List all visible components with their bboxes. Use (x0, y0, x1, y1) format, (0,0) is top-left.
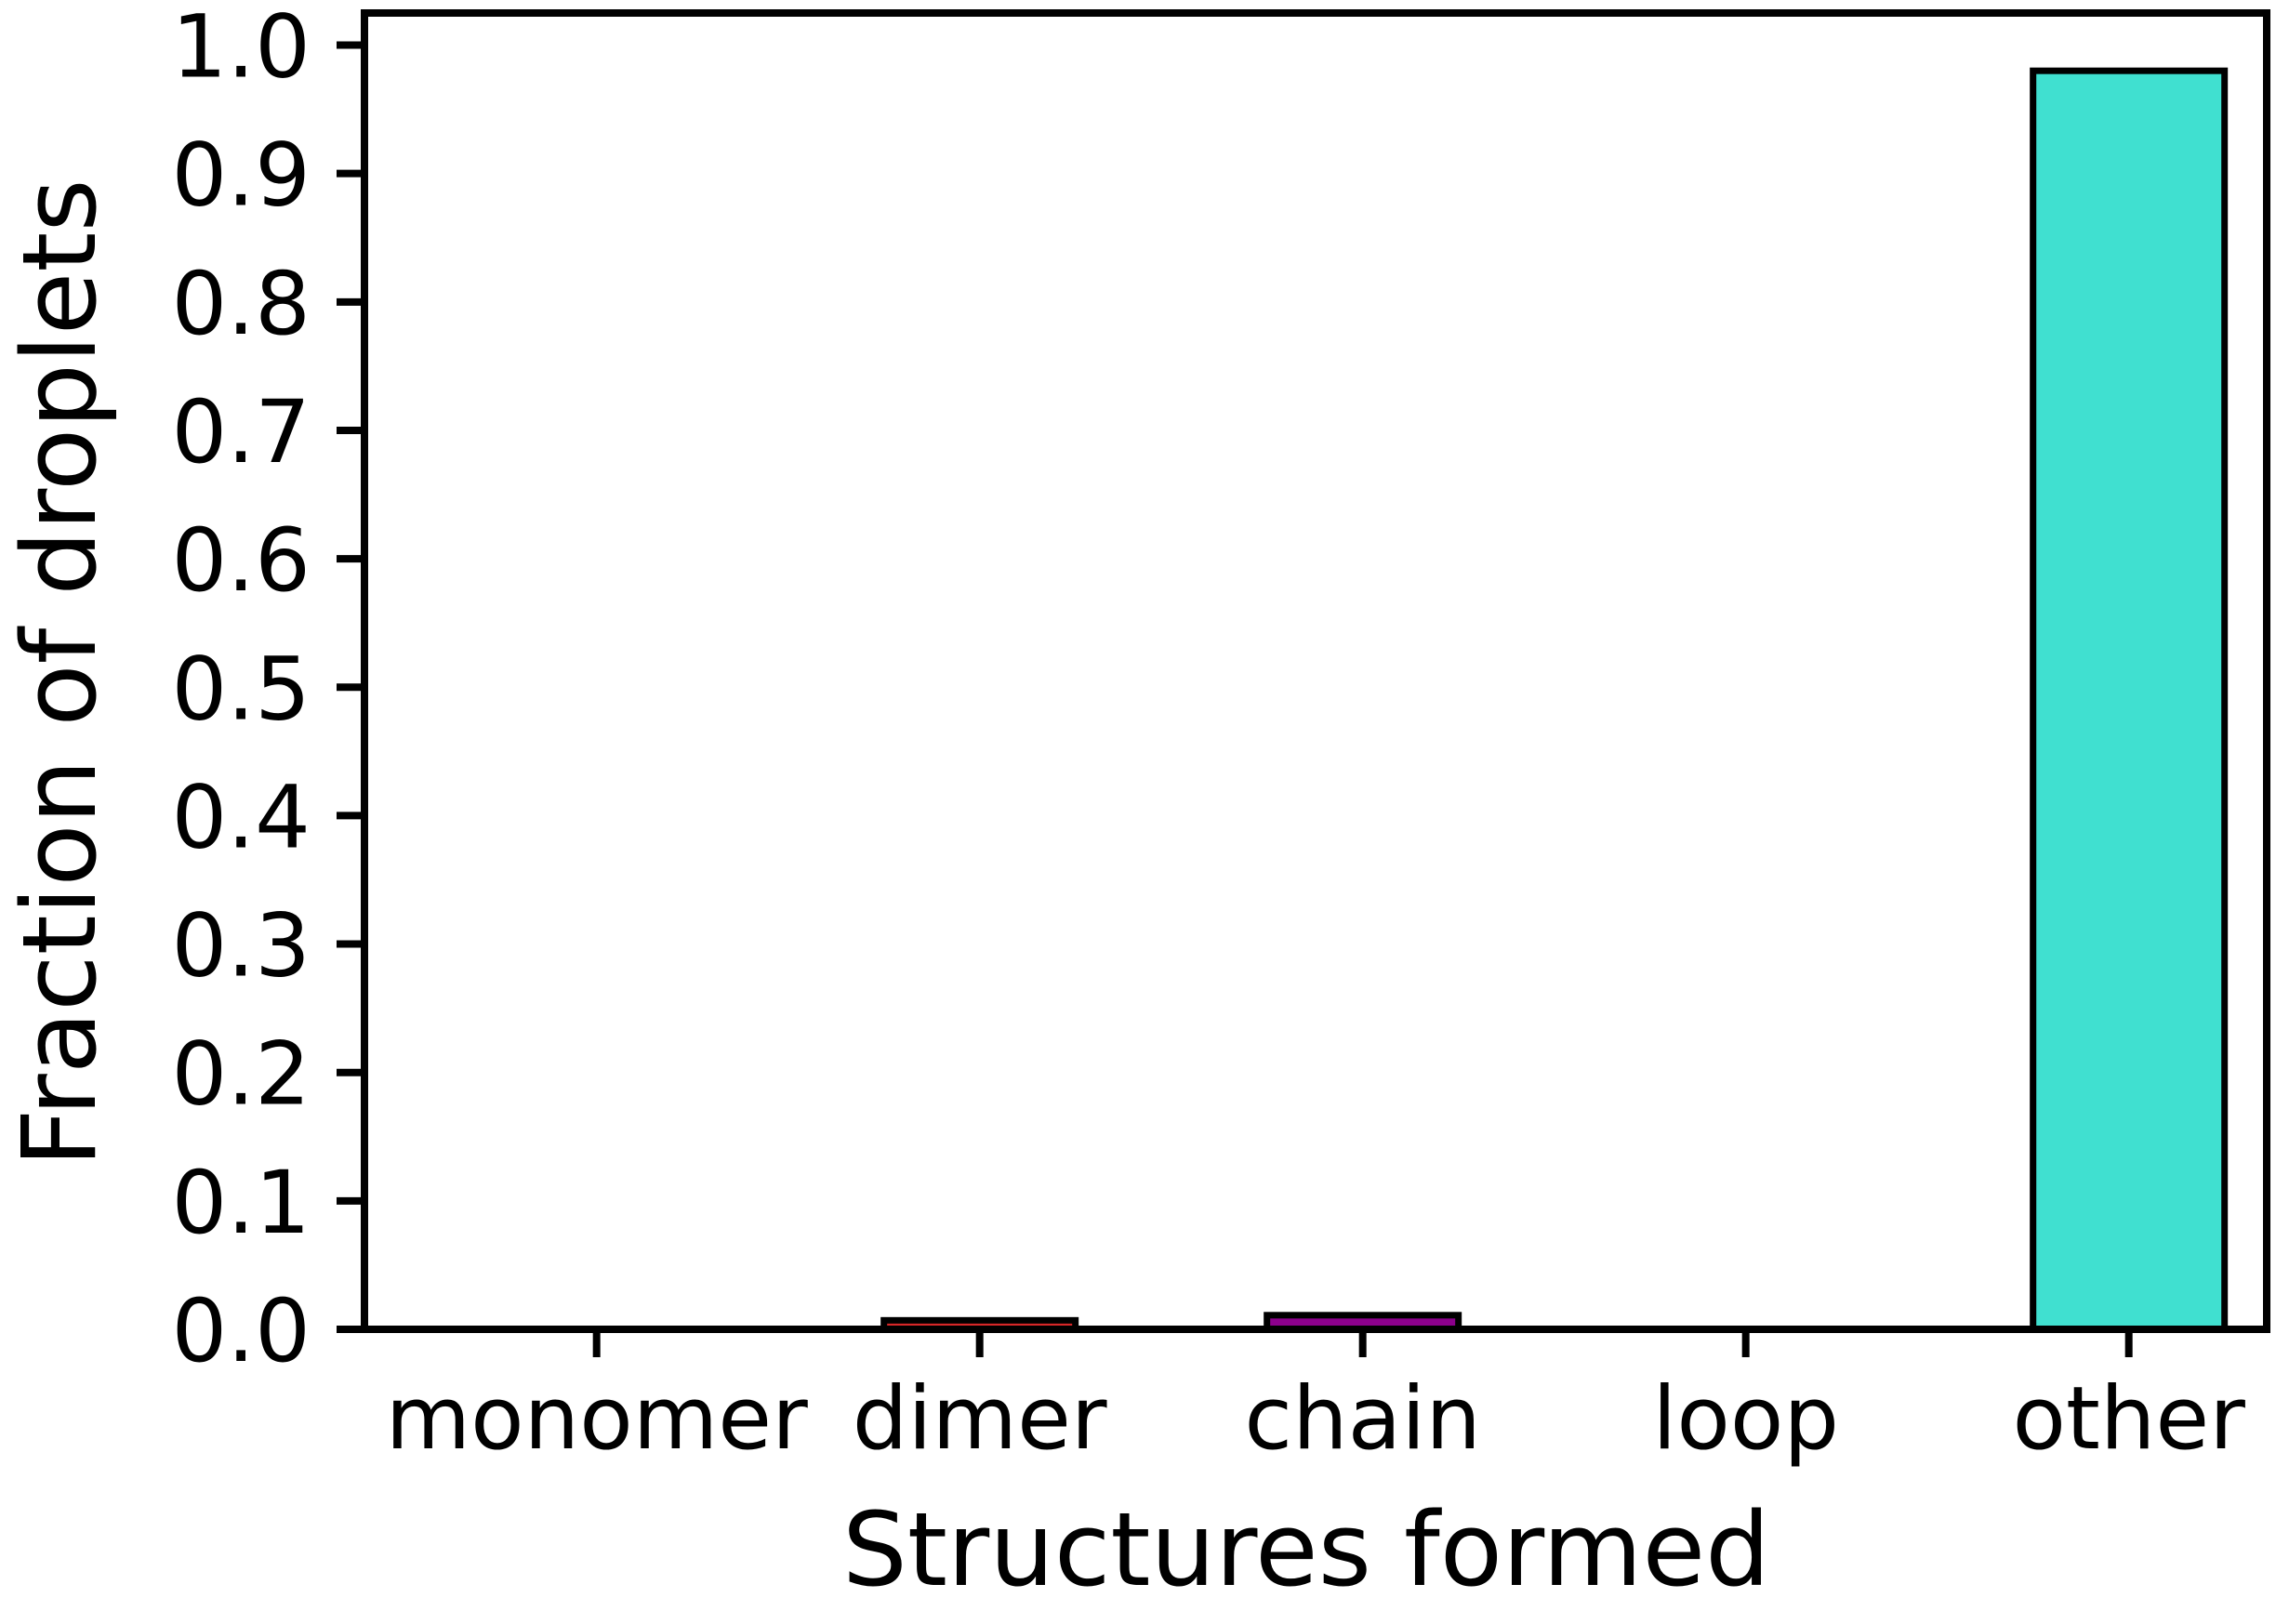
x-tick-label-loop: loop (1652, 1368, 1839, 1470)
plot-frame (361, 9, 2270, 1333)
y-axis-title: Fraction of droplets (0, 178, 119, 1167)
y-tick-label: 0.4 (172, 767, 311, 868)
y-tick-label: 0.3 (172, 896, 311, 997)
y-tick-label: 0.1 (172, 1153, 311, 1254)
y-axis-ticks: 0.0 0.1 0.2 0.3 0.4 0.5 0.6 0.7 0.8 0.9 1.0 (172, 0, 364, 1382)
y-tick-label: 0.0 (172, 1281, 311, 1382)
y-tick-label: 1.0 (172, 0, 311, 99)
y-tick-label: 0.7 (172, 382, 311, 483)
y-tick-label: 0.5 (172, 639, 311, 740)
y-tick-label: 0.2 (172, 1024, 311, 1126)
x-tick-label-monomer: monomer (386, 1368, 809, 1470)
bars-layer (880, 67, 2229, 1333)
x-tick-label-chain: chain (1244, 1368, 1481, 1470)
bar-other (2030, 67, 2229, 1333)
x-tick-label-dimer: dimer (853, 1368, 1107, 1470)
x-axis-title: Structures formed (842, 1490, 1770, 1609)
x-tick-label-other: other (2012, 1368, 2245, 1470)
y-tick-label: 0.8 (172, 254, 311, 355)
x-axis-ticks: monomer dimer chain loop other (386, 1329, 2245, 1470)
y-tick-label: 0.9 (172, 125, 311, 227)
y-tick-label: 0.6 (172, 510, 311, 612)
